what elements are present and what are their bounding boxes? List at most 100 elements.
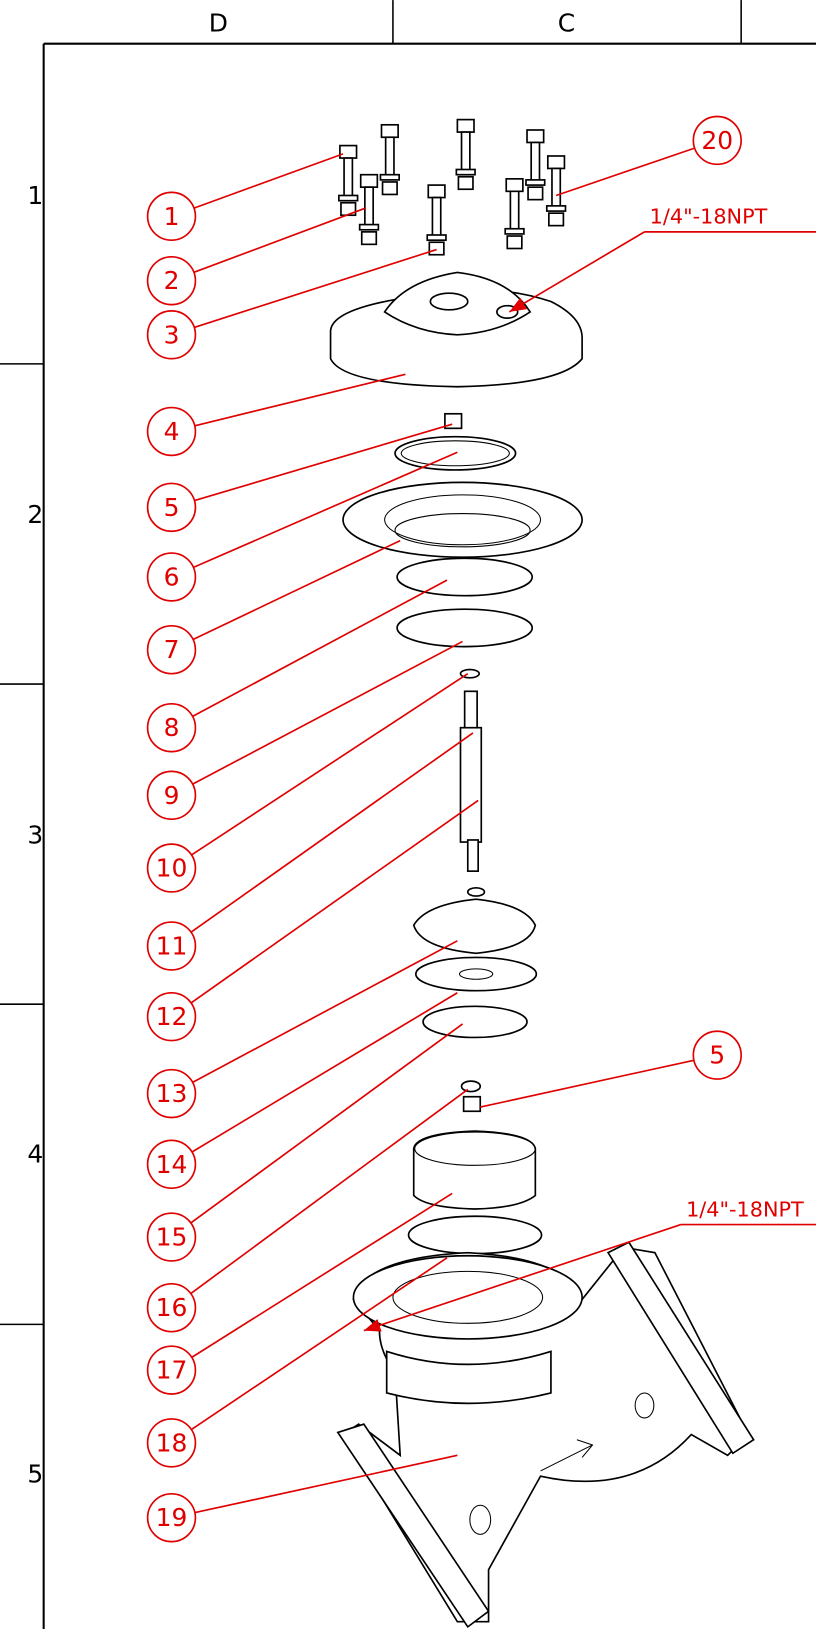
callout-circle	[146, 310, 197, 360]
leader-line	[191, 672, 469, 856]
callout-circle	[146, 1212, 197, 1262]
bolt-shank	[343, 157, 354, 199]
callout-circle	[146, 991, 197, 1042]
callout-circle	[146, 552, 197, 602]
leader-line	[194, 373, 406, 427]
callout-number: 12	[156, 1002, 188, 1031]
row-label: 3	[27, 820, 43, 849]
washer	[358, 223, 380, 231]
leader-line	[194, 423, 453, 502]
bolt-shank	[384, 136, 395, 178]
callout-number: 4	[164, 417, 180, 446]
bolt-shank	[431, 196, 442, 238]
callout-circle	[146, 702, 197, 753]
bolt-head	[505, 178, 524, 193]
callout-circle	[146, 1282, 197, 1333]
callout-number: 16	[156, 1293, 188, 1322]
bolt-head	[380, 123, 399, 139]
callout-circle	[146, 1418, 197, 1468]
column-label: C	[558, 8, 575, 37]
bolt-shank	[509, 190, 520, 232]
callout-number: 8	[164, 713, 180, 742]
callout-circle	[146, 406, 197, 457]
row-label: 2	[27, 500, 43, 529]
leader-line	[192, 640, 463, 785]
bolt-head	[359, 173, 379, 188]
callout-circle	[146, 1139, 197, 1190]
nut	[428, 241, 445, 256]
leader-line	[194, 1454, 458, 1514]
nut	[360, 231, 378, 246]
callout-number: 15	[156, 1223, 188, 1252]
callout-number: 10	[156, 854, 188, 883]
nut	[506, 235, 523, 250]
leader-line	[193, 451, 458, 569]
nut	[527, 186, 544, 201]
washer	[545, 205, 567, 212]
bolt-shank	[530, 141, 541, 183]
washer	[426, 234, 447, 242]
callout-number: 13	[156, 1079, 188, 1108]
callout-number: 17	[156, 1356, 188, 1385]
callout-number: 18	[156, 1428, 188, 1457]
bolt-head	[546, 155, 566, 170]
callout-circle	[146, 191, 197, 242]
bolt-head	[339, 144, 358, 159]
callout-number: 14	[156, 1150, 188, 1179]
bolt-head	[526, 129, 545, 144]
washer	[379, 173, 400, 181]
nut	[548, 212, 565, 227]
leader-line	[191, 992, 458, 1153]
leader-line	[190, 1088, 469, 1295]
callout-circle	[146, 921, 197, 971]
leader-line	[190, 1023, 464, 1224]
row-label: 1	[27, 181, 43, 210]
callout-circle	[146, 625, 197, 675]
leader-line	[192, 579, 448, 718]
leader-line	[190, 1257, 448, 1431]
row-label: 4	[27, 1139, 43, 1168]
callout-circle	[146, 770, 197, 821]
callout-circle	[146, 482, 197, 533]
bolt-shank	[460, 131, 471, 173]
callout-number: 6	[164, 562, 180, 591]
callout-number: 3	[164, 320, 180, 349]
leader-line	[192, 940, 458, 1084]
nut	[457, 175, 474, 191]
washer	[525, 179, 546, 186]
leader-line	[193, 207, 367, 274]
leader-line	[555, 147, 695, 197]
callout-number: 1	[164, 202, 180, 231]
washer	[504, 227, 525, 235]
callout-circle	[692, 1030, 742, 1080]
leader-line	[192, 539, 401, 641]
leader-line	[480, 1059, 695, 1108]
leader-line	[193, 153, 344, 209]
nut	[381, 181, 398, 196]
callout-number: 2	[164, 266, 180, 295]
callout-number: 20	[701, 126, 733, 155]
bolt-head	[456, 118, 475, 133]
washer	[455, 168, 476, 176]
callout-circle	[146, 1492, 197, 1543]
note-arrow	[363, 1223, 682, 1332]
parts	[329, 118, 755, 1629]
callout-circle	[692, 115, 742, 166]
leaders: 123456789101112131415161718192051/4"-18N…	[146, 115, 816, 1543]
callout-number: 9	[164, 781, 180, 810]
callout-number: 7	[164, 635, 180, 664]
bolt-head	[427, 184, 446, 199]
bolt-shank	[551, 167, 562, 209]
thread-note: 1/4"-18NPT	[686, 1197, 804, 1221]
row-label: 5	[27, 1460, 43, 1489]
bolt-shank	[364, 186, 375, 228]
callout-circle	[146, 1345, 197, 1395]
leader-line	[191, 1192, 453, 1359]
leader-line	[190, 732, 474, 933]
callout-number: 11	[156, 931, 188, 960]
callout-circle	[146, 255, 197, 306]
callout-circle	[146, 843, 197, 893]
callout-number: 19	[156, 1503, 188, 1532]
